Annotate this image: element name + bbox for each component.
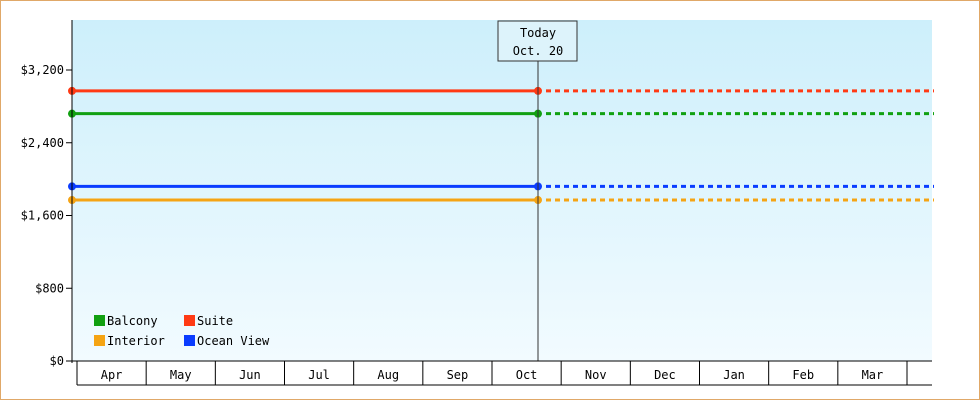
x-tick-label: Mar [862,368,884,382]
x-tick-label: Apr [101,368,123,382]
today-marker: Today Oct. 20 [497,20,578,361]
legend-swatch [94,315,105,326]
legend-label: Ocean View [197,334,270,348]
y-tick-label: $800 [35,281,64,295]
x-tick-label: Jan [723,368,745,382]
y-tick-label: $0 [50,354,64,368]
legend-swatch [184,315,195,326]
series-layer [68,86,934,205]
x-tick-label: Nov [585,368,607,382]
x-tick-label: Jul [308,368,330,382]
legend-swatch [94,335,105,346]
y-tick-label: $3,200 [21,63,64,77]
today-date: Oct. 20 [513,44,564,58]
legend-label: Interior [107,334,165,348]
y-tick-label: $1,600 [21,209,64,223]
axes: $0 $800 $1,600 $2,400 $3,200 Apr May Jun Jul Aug S… [21,20,932,386]
legend-label: Suite [197,314,233,328]
x-tick-label: Aug [377,368,399,382]
plot-background [72,20,932,361]
legend: Balcony Suite Interior Ocean View [94,314,270,348]
x-tick-label: Oct [516,368,538,382]
legend-label: Balcony [107,314,158,328]
today-label-box [497,20,578,62]
x-tick-label: Dec [654,368,676,382]
today-label: Today [520,26,556,40]
x-tick-label: May [170,368,192,382]
legend-swatch [184,335,195,346]
x-tick-label: Feb [792,368,814,382]
x-tick-label: Sep [447,368,469,382]
x-tick-label: Jun [239,368,261,382]
y-tick-label: $2,400 [21,136,64,150]
